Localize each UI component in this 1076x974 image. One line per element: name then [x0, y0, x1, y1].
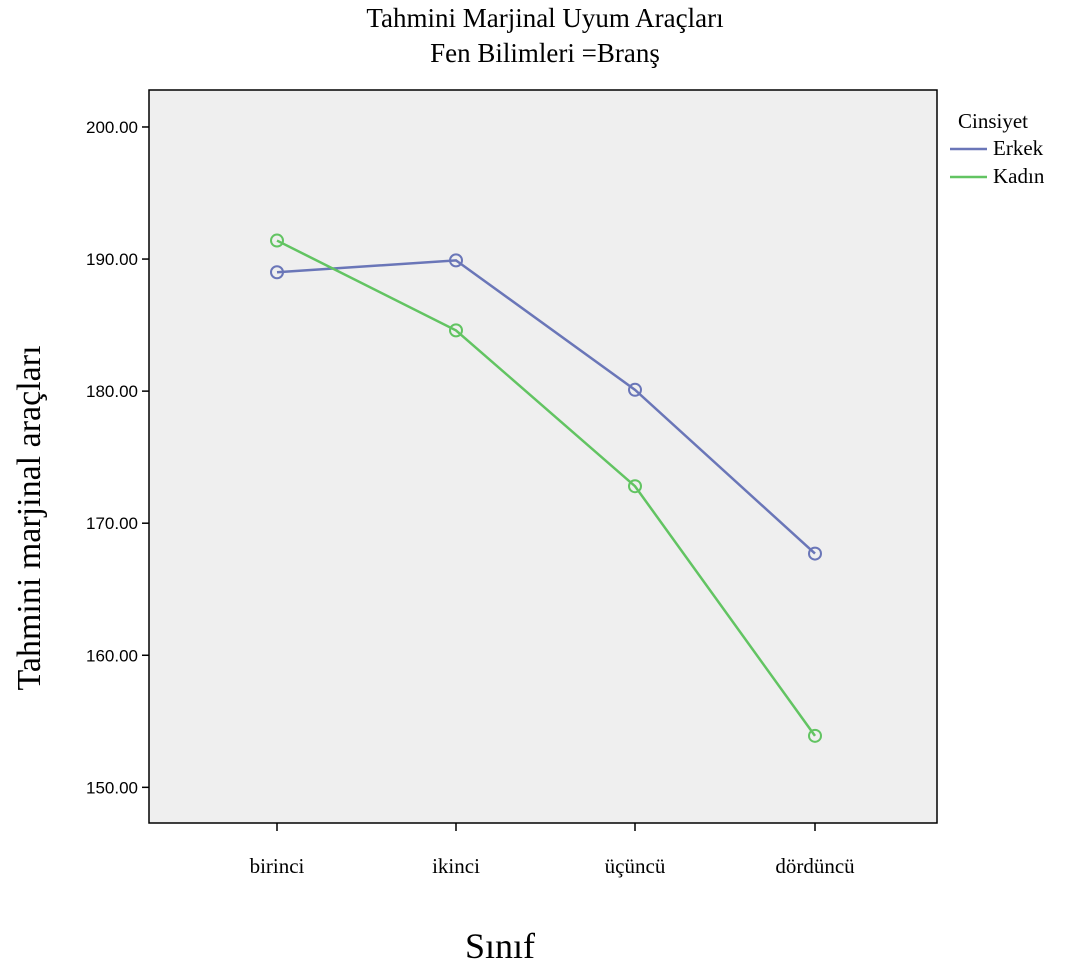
legend-label-erkek: Erkek — [993, 136, 1044, 160]
legend-label-kadın: Kadın — [993, 164, 1045, 188]
y-tick-label: 180.00 — [86, 382, 138, 401]
y-tick-label: 160.00 — [86, 646, 138, 665]
y-tick-label: 190.00 — [86, 250, 138, 269]
chart-subtitle: Fen Bilimleri =Branş — [430, 38, 660, 68]
data-point-kadın-3 — [808, 728, 822, 743]
data-point-kadın-0 — [270, 233, 284, 248]
data-point-kadın-1 — [449, 323, 463, 338]
data-point-erkek-1 — [449, 253, 463, 268]
x-axis: birinci ikinci üçüncü dördüncü — [250, 823, 855, 878]
y-tick-label: 150.00 — [86, 778, 138, 797]
x-tick-label: ikinci — [432, 854, 480, 878]
x-tick-label: dördüncü — [775, 854, 855, 878]
series-layer — [270, 233, 822, 743]
series-line-erkek — [276, 259, 816, 555]
plot-area — [148, 89, 938, 824]
chart-title: Tahmini Marjinal Uyum Araçları — [366, 3, 723, 33]
data-point-kadın-2 — [628, 479, 642, 494]
y-tick-label: 170.00 — [86, 514, 138, 533]
data-point-erkek-0 — [270, 265, 284, 280]
x-tick-label: üçüncü — [605, 854, 666, 878]
legend: Cinsiyet Erkek Kadın — [950, 109, 1045, 188]
y-axis-title: Tahmini marjinal araçları — [11, 345, 48, 690]
y-tick-label: 200.00 — [86, 118, 138, 137]
legend-title: Cinsiyet — [958, 109, 1028, 133]
data-point-erkek-2 — [628, 382, 642, 397]
y-axis: 150.00 160.00 170.00 180.00 190.00 200.00 — [86, 118, 149, 797]
x-axis-title: Sınıf — [465, 926, 535, 966]
data-point-erkek-3 — [808, 546, 822, 561]
x-tick-label: birinci — [250, 854, 305, 878]
series-line-kadın — [276, 239, 817, 737]
